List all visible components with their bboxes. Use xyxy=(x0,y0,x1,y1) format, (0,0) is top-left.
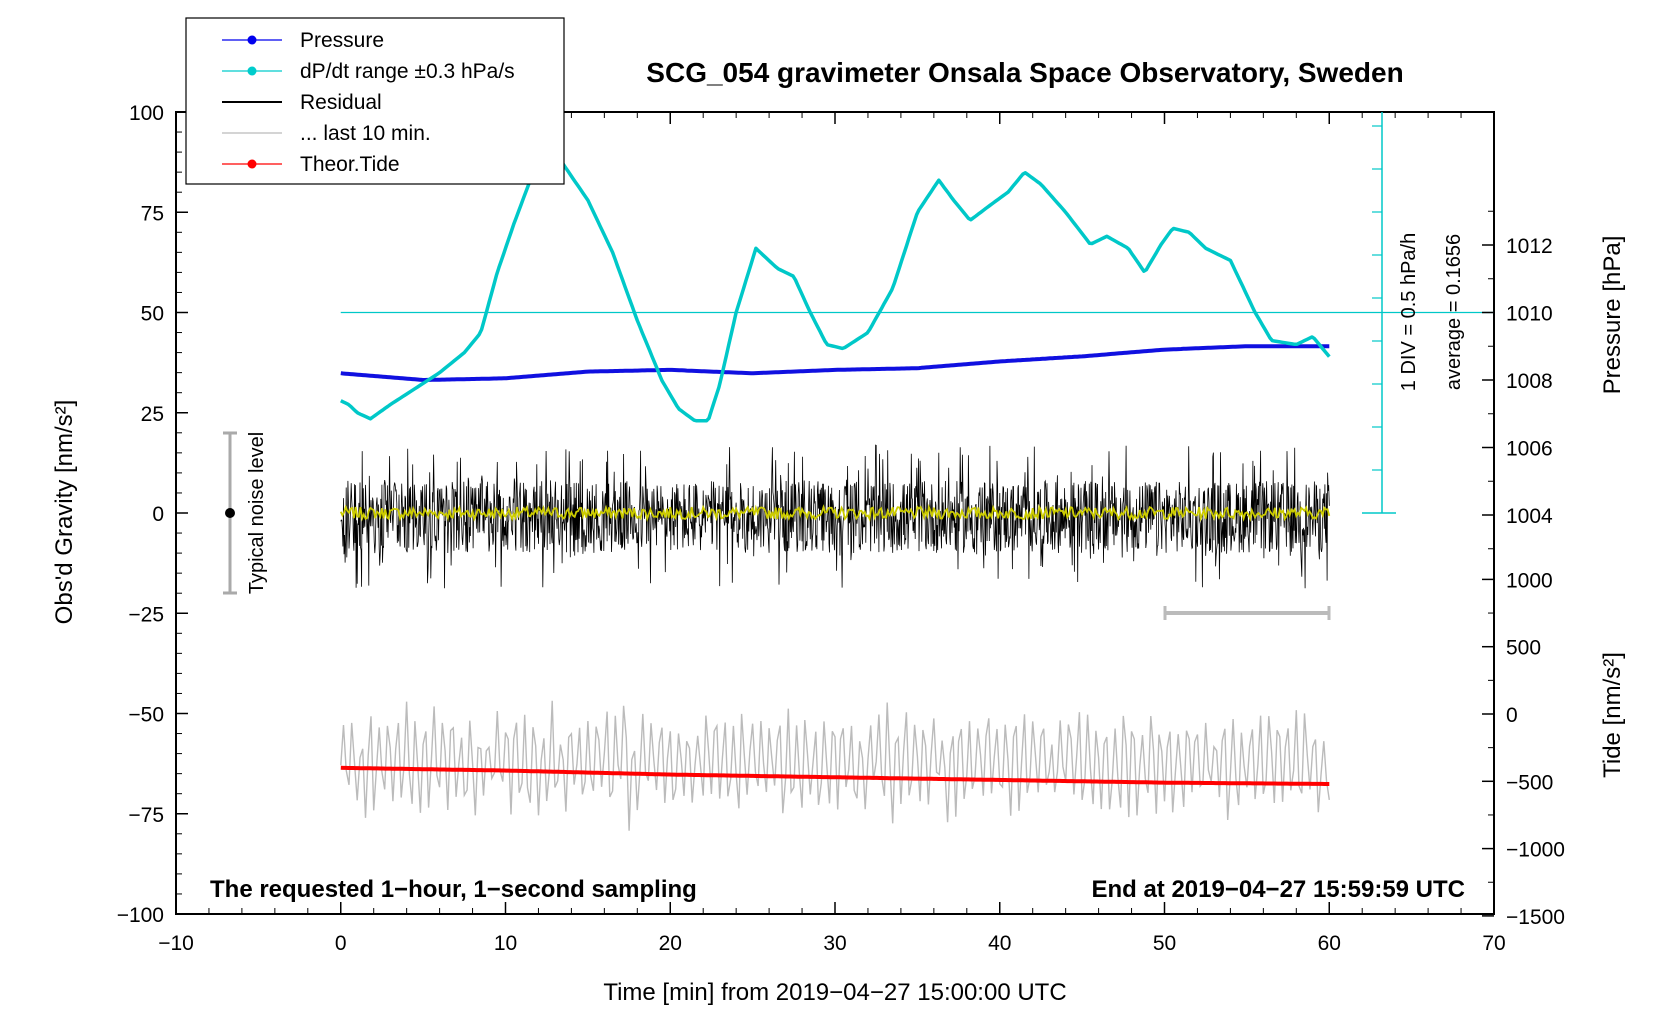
y-left-tick-label: 75 xyxy=(141,202,164,225)
x-tick-label: 10 xyxy=(494,932,517,955)
chart-title: SCG_054 gravimeter Onsala Space Observat… xyxy=(646,57,1403,88)
y-left-tick-label: −75 xyxy=(128,804,164,827)
x-tick-label: 40 xyxy=(988,932,1011,955)
x-tick-label: 0 xyxy=(335,932,347,955)
y-left-title-text: Obs'd Gravity [nm/s²] xyxy=(51,400,78,625)
x-tick-label: −10 xyxy=(158,932,194,955)
pressure-tick-label: 1010 xyxy=(1506,303,1553,326)
pressure-tick-label: 1004 xyxy=(1506,505,1553,528)
legend: Pressure dP/dt range ±0.3 hPa/s Residual..… xyxy=(185,17,565,185)
noise-level-label: Typical noise level xyxy=(246,432,268,594)
x-tick-label: 30 xyxy=(823,932,846,955)
y-axis-title-left: Obs'd Gravity [nm/s²] xyxy=(51,400,78,625)
y-left-tick-label: −50 xyxy=(128,704,164,727)
y-axis-title-tide: Tide [nm/s²] xyxy=(1599,652,1626,778)
legend-swatch-marker xyxy=(247,66,257,76)
y-left-tick-label: −100 xyxy=(117,904,164,927)
y-left-tick-label: −25 xyxy=(128,603,164,626)
annotation-bottom-left: The requested 1−hour, 1−second sampling xyxy=(210,876,697,903)
legend-label: ... last 10 min. xyxy=(300,122,431,145)
series-line-last10min xyxy=(340,700,1330,831)
legend-label: Theor.Tide xyxy=(300,153,400,176)
tide-tick-label: 0 xyxy=(1506,704,1518,727)
x-tick-label: 50 xyxy=(1153,932,1176,955)
pressure-tick-label: 1008 xyxy=(1506,370,1553,393)
div-label: 1 DIV = 0.5 hPa/h xyxy=(1398,233,1420,391)
annotation-bottom-right: End at 2019−04−27 15:59:59 UTC xyxy=(1091,876,1465,903)
tide-tick-label: −1500 xyxy=(1506,906,1565,929)
axis-ticks: −10 0 10 20 30 40 50 60 701007550250−25−50−75−10… xyxy=(117,102,1565,955)
dpdt-reference-axis xyxy=(340,112,1494,514)
y-axis-title-pressure: Pressure [hPa] xyxy=(1599,236,1626,395)
y-left-tick-label: 50 xyxy=(141,303,164,326)
x-tick-label: 20 xyxy=(659,932,682,955)
series-line-theortide xyxy=(340,765,1330,786)
y-left-tick-label: 0 xyxy=(152,503,164,526)
tide-tick-label: 500 xyxy=(1506,637,1541,660)
series-line-dpdt xyxy=(340,151,1331,423)
x-tick-label: 60 xyxy=(1318,932,1341,955)
noise-center-dot xyxy=(225,508,235,518)
series-line-residual-smoothed xyxy=(339,503,1331,523)
tide-tick-label: 1000 xyxy=(1506,569,1553,592)
legend-label: dP/dt range ±0.3 hPa/s xyxy=(300,60,515,83)
x-axis-title: Time [min] from 2019−04−27 15:00:00 UTC xyxy=(603,979,1066,1006)
x-tick-label: 70 xyxy=(1482,932,1505,955)
noise-level-marker xyxy=(223,431,237,595)
series-line-pressure xyxy=(340,344,1330,382)
series-layer xyxy=(339,151,1331,831)
legend-label: Pressure xyxy=(300,29,384,52)
series-line-residual xyxy=(340,444,1330,589)
legend-entries: Pressure dP/dt range ±0.3 hPa/s Residual..… xyxy=(222,29,515,176)
tide-tick-label: −1000 xyxy=(1506,839,1565,862)
pressure-tick-label: 1012 xyxy=(1506,235,1553,258)
pressure-tick-label: 1006 xyxy=(1506,438,1553,461)
legend-label: Residual xyxy=(300,91,382,114)
last-10-min-bar xyxy=(1163,606,1331,620)
legend-swatch-marker xyxy=(247,159,257,169)
legend-swatch-marker xyxy=(247,35,257,45)
y-left-tick-label: 25 xyxy=(141,403,164,426)
tide-tick-label: −500 xyxy=(1506,771,1553,794)
average-label: average = 0.1656 xyxy=(1443,234,1465,390)
y-left-tick-label: 100 xyxy=(129,102,164,125)
